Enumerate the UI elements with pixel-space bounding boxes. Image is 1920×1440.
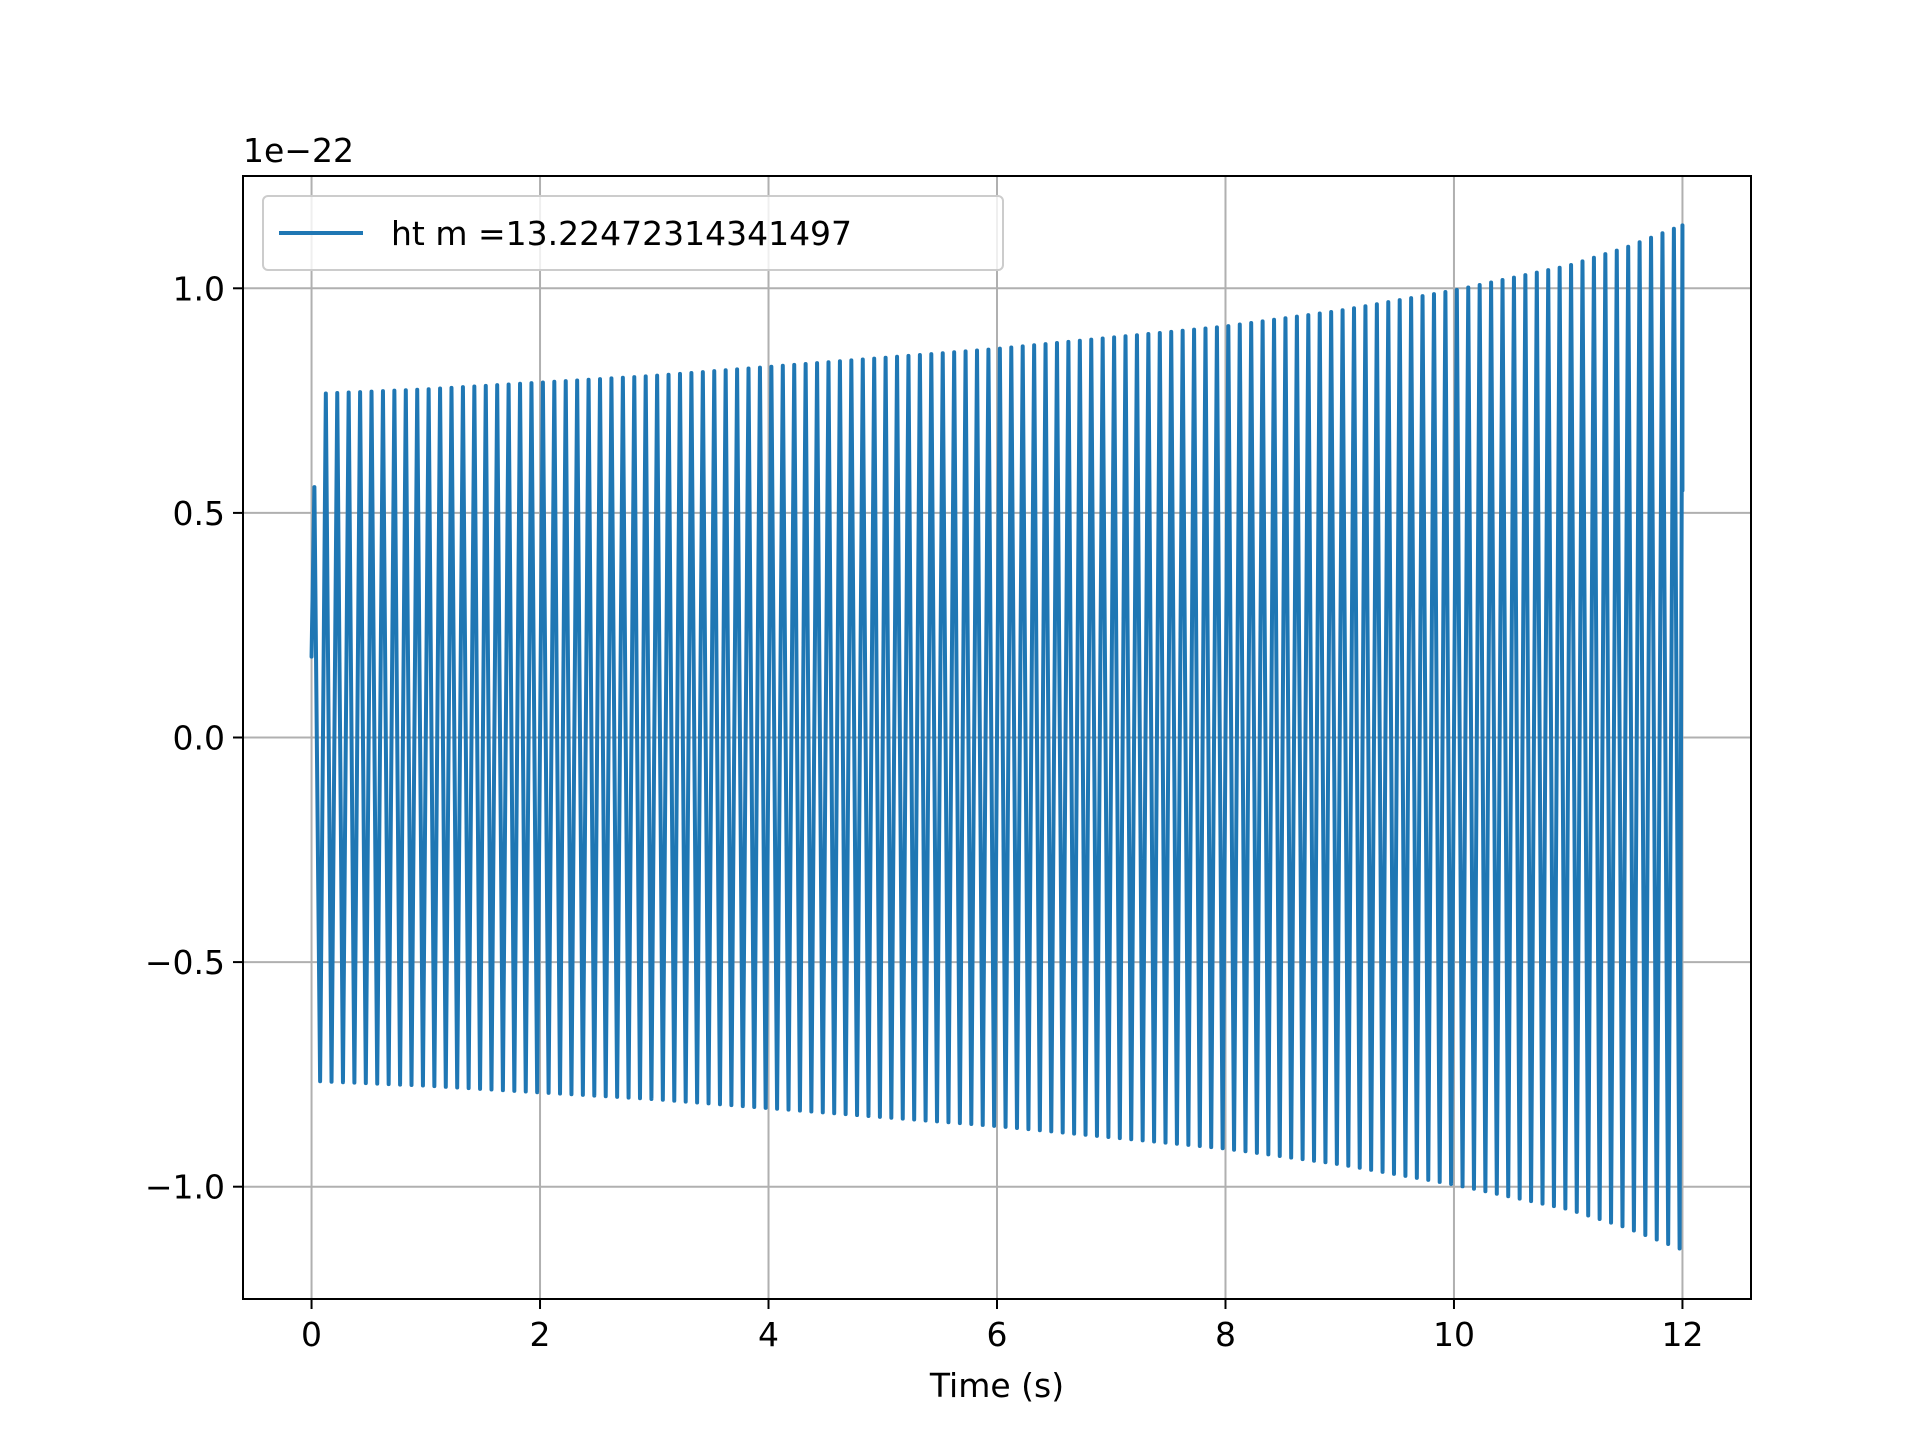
y-tick-label: −1.0: [145, 1168, 225, 1207]
x-tick-label: 2: [530, 1315, 551, 1354]
y-tick-label: −0.5: [145, 943, 225, 982]
x-tick-label: 10: [1433, 1315, 1475, 1354]
x-tick-label: 8: [1215, 1315, 1236, 1354]
legend-box: [262, 195, 1004, 271]
x-axis-label: Time (s): [929, 1366, 1064, 1405]
x-tick-label: 0: [301, 1315, 322, 1354]
y-tick-label: 1.0: [173, 269, 225, 308]
y-tick-label: 0.5: [173, 494, 225, 533]
x-tick-label: 4: [758, 1315, 779, 1354]
y-tick-label: 0.0: [173, 719, 225, 758]
series-layer: [309, 223, 1685, 1251]
y-axis-offset-label: 1e−22: [243, 131, 354, 170]
x-axis: 0 2 4 6 8 10 12: [301, 1299, 1703, 1354]
x-tick-label: 12: [1661, 1315, 1703, 1354]
y-axis: −1.0 −0.5 0.0 0.5 1.0: [145, 269, 243, 1207]
x-tick-label: 6: [987, 1315, 1008, 1354]
series-line-ht: [309, 223, 1685, 1251]
legend: ht m =13.22472314341497: [262, 195, 1004, 271]
legend-entry-label: ht m =13.22472314341497: [391, 214, 852, 253]
